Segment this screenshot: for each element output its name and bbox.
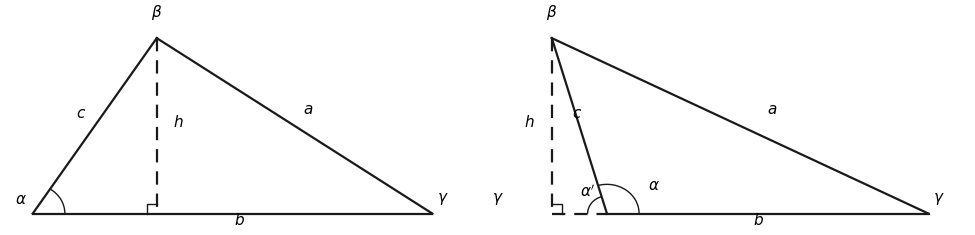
Text: $\alpha'$: $\alpha'$ — [580, 184, 596, 200]
Text: $\gamma$: $\gamma$ — [933, 191, 945, 207]
Text: $\alpha$: $\alpha$ — [16, 192, 27, 207]
Text: $h$: $h$ — [173, 114, 183, 130]
Text: $h$: $h$ — [524, 114, 534, 130]
Text: $\beta$: $\beta$ — [546, 3, 558, 22]
Text: $a$: $a$ — [767, 102, 777, 117]
Text: $\gamma$: $\gamma$ — [492, 191, 503, 207]
Text: $c$: $c$ — [76, 106, 86, 121]
Text: $a$: $a$ — [303, 102, 314, 117]
Text: $c$: $c$ — [572, 106, 583, 121]
Text: $\alpha$: $\alpha$ — [648, 178, 660, 193]
Text: $\beta$: $\beta$ — [151, 3, 163, 22]
Text: $\gamma$: $\gamma$ — [437, 191, 448, 207]
Text: $b$: $b$ — [753, 212, 764, 228]
Text: $b$: $b$ — [234, 212, 245, 228]
